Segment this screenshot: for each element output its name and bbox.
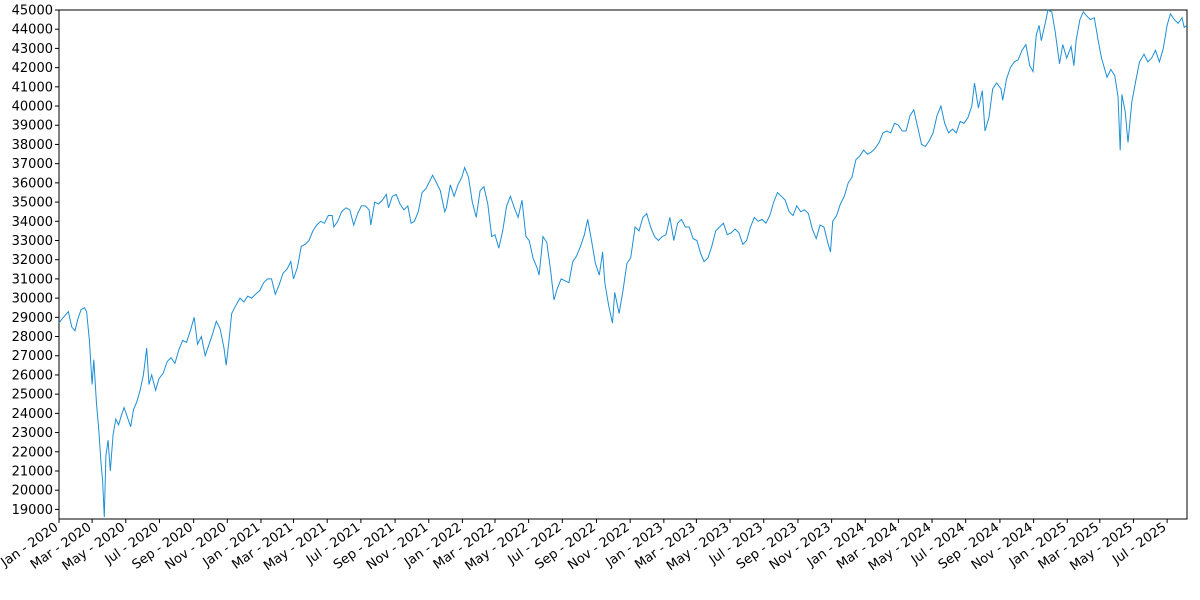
- y-tick-label: 36000: [12, 176, 53, 191]
- y-tick-label: 30000: [12, 292, 53, 307]
- y-tick-label: 38000: [12, 138, 53, 153]
- y-tick-label: 44000: [12, 23, 53, 38]
- y-tick-label: 32000: [12, 253, 53, 268]
- y-tick-label: 21000: [12, 464, 53, 479]
- y-tick-label: 19000: [12, 503, 53, 518]
- y-axis: 19000 20000 21000 22000 23000 24000 25000 26000…: [12, 4, 59, 518]
- y-tick-label: 37000: [12, 157, 53, 172]
- series-line: [58, 9, 1188, 518]
- y-tick-label: 29000: [12, 311, 53, 326]
- plot-frame: [58, 9, 1188, 520]
- y-tick-label: 25000: [12, 388, 53, 403]
- y-tick-label: 45000: [12, 4, 53, 19]
- y-tick-label: 33000: [12, 234, 53, 249]
- y-tick-label: 35000: [12, 196, 53, 211]
- y-tick-label: 34000: [12, 215, 53, 230]
- y-tick-label: 27000: [12, 349, 53, 364]
- y-tick-label: 41000: [12, 80, 53, 95]
- y-tick-label: 42000: [12, 61, 53, 76]
- y-tick-label: 31000: [12, 272, 53, 287]
- series-layer: [58, 9, 1188, 518]
- y-tick-label: 22000: [12, 445, 53, 460]
- y-tick-label: 20000: [12, 484, 53, 499]
- y-tick-label: 39000: [12, 119, 53, 134]
- plot-area: [58, 9, 1188, 520]
- y-tick-label: 28000: [12, 330, 53, 345]
- y-tick-label: 23000: [12, 426, 53, 441]
- y-tick-label: 24000: [12, 407, 53, 422]
- y-tick-label: 43000: [12, 42, 53, 57]
- y-tick-label: 40000: [12, 100, 53, 115]
- y-tick-label: 26000: [12, 368, 53, 383]
